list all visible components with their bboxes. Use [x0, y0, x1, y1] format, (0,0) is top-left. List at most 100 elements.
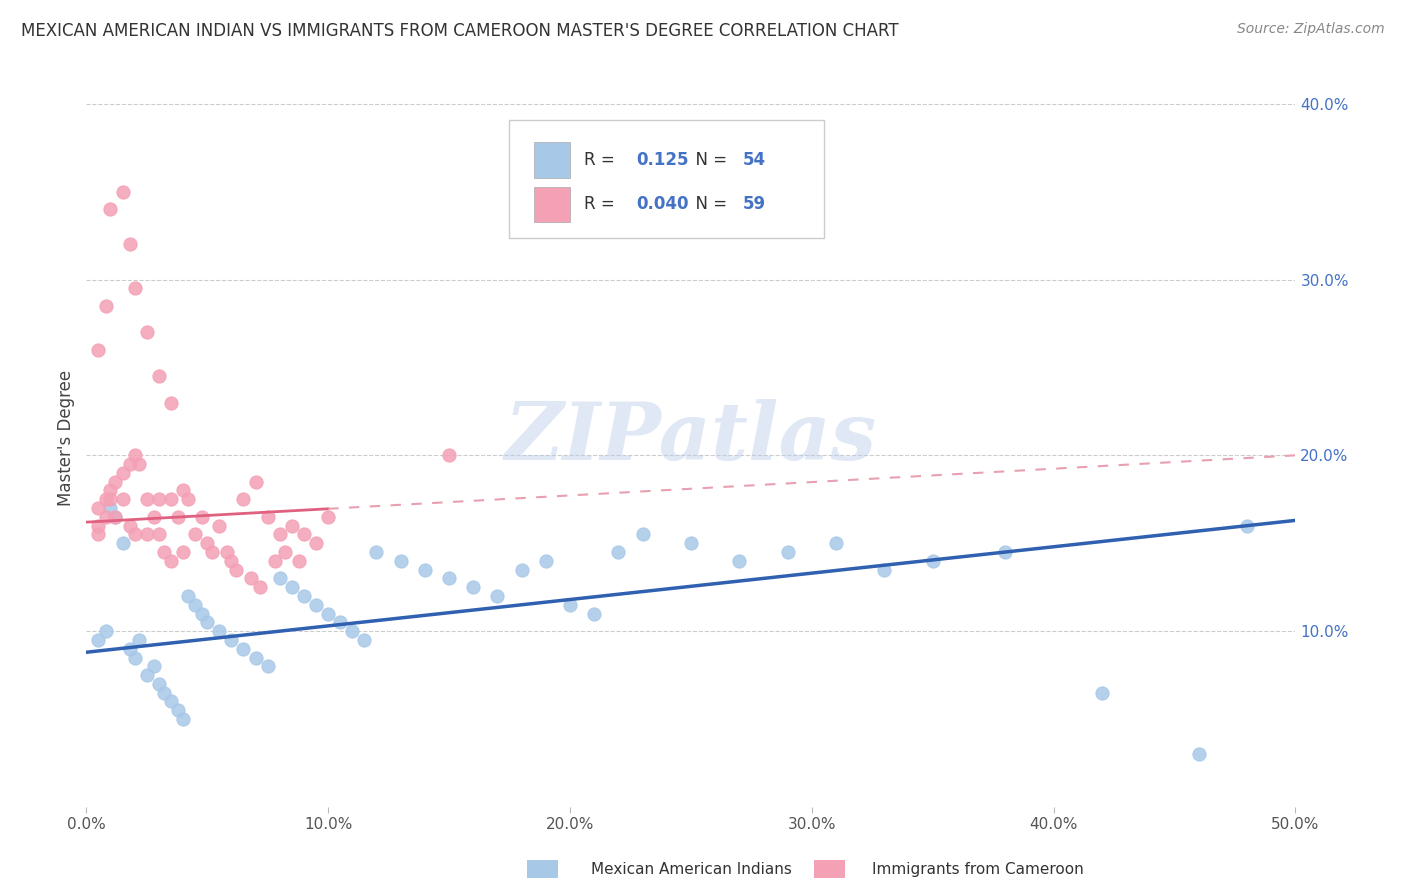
Point — [534, 554, 557, 568]
Point — [94, 299, 117, 313]
Point — [281, 580, 304, 594]
Point — [195, 615, 218, 630]
Point — [167, 509, 190, 524]
Point — [143, 509, 166, 524]
Point — [239, 571, 262, 585]
FancyBboxPatch shape — [534, 186, 569, 222]
Point — [104, 509, 127, 524]
FancyBboxPatch shape — [509, 120, 824, 238]
Point — [873, 563, 896, 577]
Point — [316, 607, 339, 621]
Text: 0.040: 0.040 — [637, 195, 689, 213]
Point — [124, 650, 146, 665]
Point — [1091, 686, 1114, 700]
Point — [160, 492, 183, 507]
Point — [184, 598, 207, 612]
Point — [437, 571, 460, 585]
Point — [201, 545, 224, 559]
Text: ZIPatlas: ZIPatlas — [505, 399, 877, 476]
Point — [135, 527, 157, 541]
Point — [148, 527, 170, 541]
Point — [558, 598, 581, 612]
Point — [104, 475, 127, 489]
Point — [264, 554, 287, 568]
Point — [329, 615, 352, 630]
Point — [152, 686, 174, 700]
Point — [195, 536, 218, 550]
Text: 59: 59 — [742, 195, 766, 213]
Point — [281, 518, 304, 533]
Point — [87, 518, 110, 533]
Point — [342, 624, 364, 639]
Point — [160, 694, 183, 708]
Point — [94, 624, 117, 639]
Point — [232, 641, 254, 656]
Point — [305, 536, 328, 550]
Point — [994, 545, 1017, 559]
Point — [191, 607, 214, 621]
Point — [232, 492, 254, 507]
Text: N =: N = — [685, 195, 733, 213]
Text: 54: 54 — [742, 151, 766, 169]
Point — [118, 457, 141, 471]
Point — [118, 237, 141, 252]
Point — [128, 457, 150, 471]
Point — [177, 589, 200, 603]
Text: Mexican American Indians: Mexican American Indians — [591, 863, 792, 877]
Point — [172, 712, 194, 726]
Point — [631, 527, 654, 541]
Point — [160, 554, 183, 568]
Point — [94, 492, 117, 507]
Text: MEXICAN AMERICAN INDIAN VS IMMIGRANTS FROM CAMEROON MASTER'S DEGREE CORRELATION : MEXICAN AMERICAN INDIAN VS IMMIGRANTS FR… — [21, 22, 898, 40]
Point — [111, 185, 134, 199]
Point — [191, 509, 214, 524]
Point — [256, 509, 278, 524]
Point — [111, 536, 134, 550]
Point — [273, 545, 295, 559]
Point — [256, 659, 278, 673]
Point — [152, 545, 174, 559]
Point — [292, 589, 315, 603]
Point — [148, 492, 170, 507]
Text: Immigrants from Cameroon: Immigrants from Cameroon — [872, 863, 1084, 877]
Point — [124, 527, 146, 541]
Point — [463, 580, 485, 594]
Point — [221, 554, 243, 568]
Point — [353, 632, 375, 647]
Point — [135, 492, 157, 507]
Point — [728, 554, 751, 568]
Point — [225, 563, 247, 577]
Point — [679, 536, 702, 550]
Point — [413, 563, 436, 577]
Point — [148, 677, 170, 691]
Point — [118, 518, 141, 533]
FancyBboxPatch shape — [534, 143, 569, 178]
Point — [184, 527, 207, 541]
Point — [100, 492, 122, 507]
Point — [94, 509, 117, 524]
Point — [288, 554, 311, 568]
Point — [124, 448, 146, 462]
Point — [269, 527, 291, 541]
Point — [167, 703, 190, 717]
Text: Source: ZipAtlas.com: Source: ZipAtlas.com — [1237, 22, 1385, 37]
Point — [100, 483, 122, 498]
Point — [148, 369, 170, 384]
Point — [100, 202, 122, 217]
Point — [143, 659, 166, 673]
Point — [1236, 518, 1258, 533]
Point — [1188, 747, 1211, 762]
Point — [135, 668, 157, 682]
Point — [87, 343, 110, 357]
Point — [583, 607, 606, 621]
Point — [366, 545, 388, 559]
Point — [215, 545, 238, 559]
Text: N =: N = — [685, 151, 733, 169]
Point — [111, 492, 134, 507]
Text: 0.125: 0.125 — [637, 151, 689, 169]
Point — [921, 554, 943, 568]
Point — [486, 589, 509, 603]
Y-axis label: Master's Degree: Master's Degree — [58, 369, 75, 506]
Point — [292, 527, 315, 541]
Point — [776, 545, 799, 559]
